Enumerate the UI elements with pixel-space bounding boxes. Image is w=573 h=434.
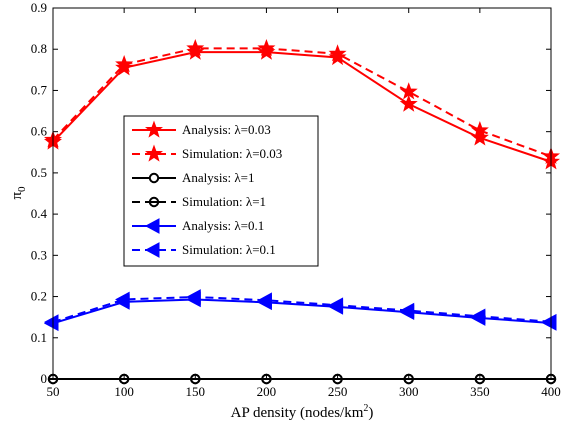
x-tick-label: 50 [47,384,60,399]
legend: Analysis: λ=0.03 Simulation: λ=0.03 Analys… [123,115,319,267]
legend-marker [144,144,164,162]
legend-entry: Simulation: λ=0.1 [132,242,276,258]
data-point [470,120,489,139]
y-tick-label: 0.2 [31,289,47,304]
y-tick-label: 0.4 [31,206,48,221]
data-point [115,291,130,308]
data-point [186,289,201,305]
data-point [257,38,276,57]
data-point [470,128,489,146]
legend-entry: Analysis: λ=0.1 [132,218,264,234]
legend-marker [148,196,160,208]
data-point [186,38,205,57]
data-point [470,308,486,325]
y-tick-label: 0.6 [31,124,48,139]
y-tick-label: 0.7 [31,82,48,97]
series-5 [43,289,557,330]
data-point [399,82,418,100]
legend-marker [144,218,160,234]
data-point [257,292,272,309]
y-axis-label: π0 [9,186,28,200]
legend-label: Simulation: λ=0.03 [182,146,282,161]
legend-box [123,115,319,267]
y-tick-label: 0.5 [31,165,47,180]
data-point [541,313,557,330]
y-tick-label: 0.1 [31,330,47,345]
y-tick-label: 0.8 [31,41,47,56]
x-tick-label: 300 [399,384,419,399]
data-point [43,314,59,330]
x-tick-label: 350 [470,384,490,399]
x-tick-label: 200 [257,384,277,399]
series-line [52,298,552,325]
legend-marker [144,120,164,138]
legend-label: Simulation: λ=0.1 [182,242,276,257]
x-tick-label: 150 [186,384,206,399]
legend-marker [144,242,160,258]
x-tick-label: 100 [114,384,134,399]
legend-entry: Analysis: λ=1 [132,170,255,185]
data-point [399,302,415,319]
data-point [328,44,347,62]
x-tick-label: 250 [328,384,348,399]
y-tick-label: 0.9 [31,0,47,15]
data-point [328,297,344,314]
legend-entry: Analysis: λ=0.03 [132,120,271,138]
data-point [115,55,134,73]
legend-label: Simulation: λ=1 [182,194,266,209]
legend-label: Analysis: λ=0.03 [182,122,271,137]
x-tick-label: 400 [541,384,561,399]
legend-entry: Simulation: λ=1 [132,194,266,209]
series-line [52,51,552,163]
legend-entry: Simulation: λ=0.03 [132,144,282,162]
legend-marker [148,172,160,184]
y-tick-label: 0 [41,371,48,386]
y-tick-label: 0.3 [31,247,47,262]
series-line [52,295,552,324]
x-axis-label: AP density (nodes/km2) [231,403,374,421]
legend-label: Analysis: λ=1 [182,170,255,185]
data-point [399,94,418,112]
plot-frame [52,7,552,380]
legend-label: Analysis: λ=0.1 [182,218,264,233]
